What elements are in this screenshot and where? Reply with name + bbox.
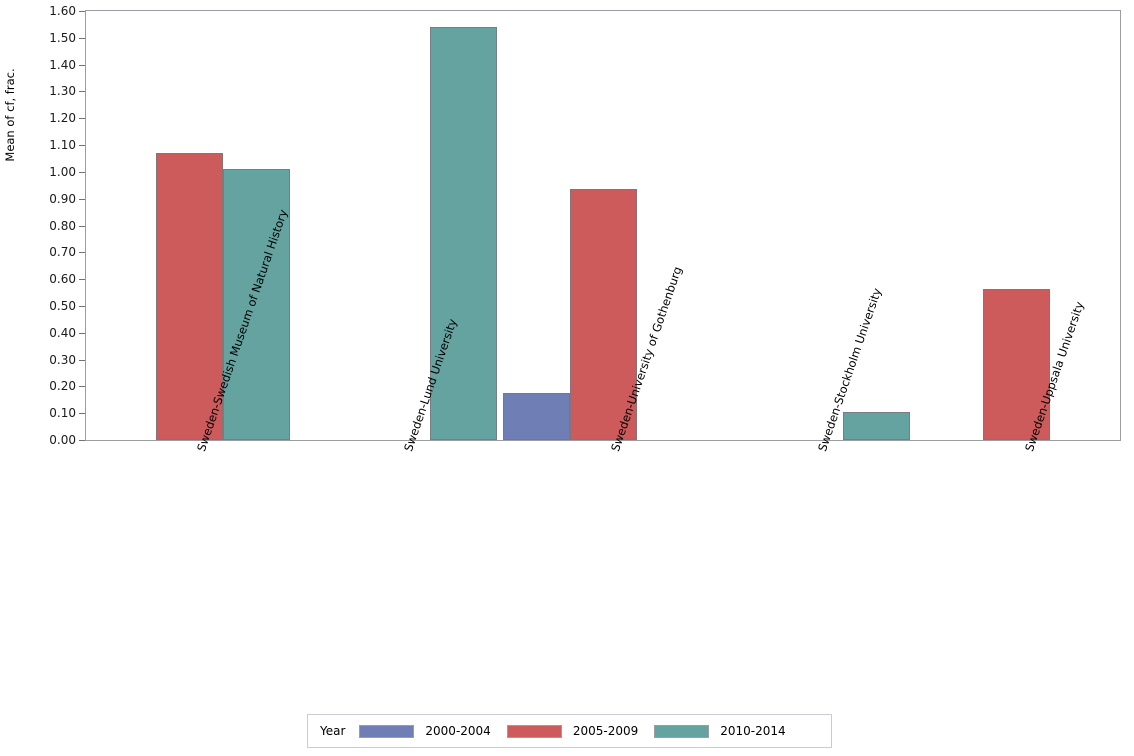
y-axis-tick-mark bbox=[79, 252, 85, 254]
y-axis-tick-label: 0.30 bbox=[49, 352, 76, 367]
y-axis-tick-label: 1.40 bbox=[49, 57, 76, 72]
y-axis-tick-label: 0.70 bbox=[49, 245, 76, 260]
y-axis-tick-mark bbox=[79, 225, 85, 227]
y-axis-tick-label: 1.30 bbox=[49, 84, 76, 99]
y-axis-tick-mark bbox=[79, 440, 85, 441]
y-axis-tick-label: 1.60 bbox=[49, 4, 76, 18]
y-axis-tick-label: 1.10 bbox=[49, 138, 76, 153]
y-axis-tick-mark bbox=[79, 118, 85, 120]
legend-title: Year bbox=[320, 724, 346, 738]
legend-label: 2000-2004 bbox=[425, 724, 491, 738]
bar bbox=[222, 169, 290, 440]
y-axis-tick-label: 1.50 bbox=[49, 30, 76, 45]
y-axis-tick-label: 1.00 bbox=[49, 164, 76, 179]
y-axis-tick-label: 0.20 bbox=[49, 379, 76, 394]
y-axis-tick-mark bbox=[79, 37, 85, 39]
legend-label: 2005-2009 bbox=[572, 724, 639, 738]
y-axis-tick-mark bbox=[79, 198, 85, 200]
y-axis-tick-mark bbox=[79, 359, 85, 361]
y-axis-title: Mean of cf, frac. bbox=[3, 68, 17, 162]
bar bbox=[843, 411, 911, 440]
y-axis-tick-label: 0.40 bbox=[49, 325, 76, 340]
y-axis-tick-mark bbox=[79, 413, 85, 415]
y-axis-tick-mark bbox=[79, 279, 85, 281]
y-axis-tick-mark bbox=[79, 305, 85, 307]
bar bbox=[155, 153, 223, 440]
legend-item[interactable]: 2010-2014 bbox=[654, 724, 786, 738]
y-axis-tick-mark bbox=[79, 64, 85, 66]
bar bbox=[983, 288, 1051, 440]
x-axis-label-group: Sweden-Swedish Museum of Natural History… bbox=[0, 208, 1134, 711]
legend-item[interactable]: 2000-2004 bbox=[359, 724, 491, 738]
y-axis-tick-label: 0.80 bbox=[49, 218, 76, 233]
legend-items: 2000-2004 2005-2009 2010-2014 bbox=[359, 724, 801, 738]
bar bbox=[569, 189, 637, 440]
bar bbox=[502, 393, 570, 440]
legend-item[interactable]: 2005-2009 bbox=[506, 724, 639, 738]
legend-swatch bbox=[654, 724, 710, 738]
y-axis-tick-label: 1.20 bbox=[49, 111, 76, 126]
bar bbox=[429, 27, 497, 440]
legend-label: 2010-2014 bbox=[720, 724, 786, 738]
y-axis-tick-label: 0.90 bbox=[49, 191, 76, 206]
y-axis-tick-label: 0.60 bbox=[49, 272, 76, 287]
y-axis-tick-label: 0.50 bbox=[49, 298, 76, 313]
y-axis-tick-mark bbox=[79, 386, 85, 388]
legend: Year 2000-2004 2005-2009 2010-2014 bbox=[307, 714, 832, 748]
y-axis-tick-mark bbox=[79, 91, 85, 93]
y-axis-tick-mark bbox=[79, 145, 85, 147]
y-axis-tick-mark bbox=[79, 171, 85, 173]
bars-layer bbox=[86, 11, 1120, 440]
y-axis-tick-label: 0.10 bbox=[49, 406, 76, 421]
y-axis-tick-mark bbox=[79, 11, 85, 12]
y-axis-tick-label: 0.00 bbox=[49, 433, 76, 447]
y-axis-tick-mark bbox=[79, 332, 85, 334]
legend-swatch bbox=[506, 724, 562, 738]
legend-swatch bbox=[359, 724, 415, 738]
